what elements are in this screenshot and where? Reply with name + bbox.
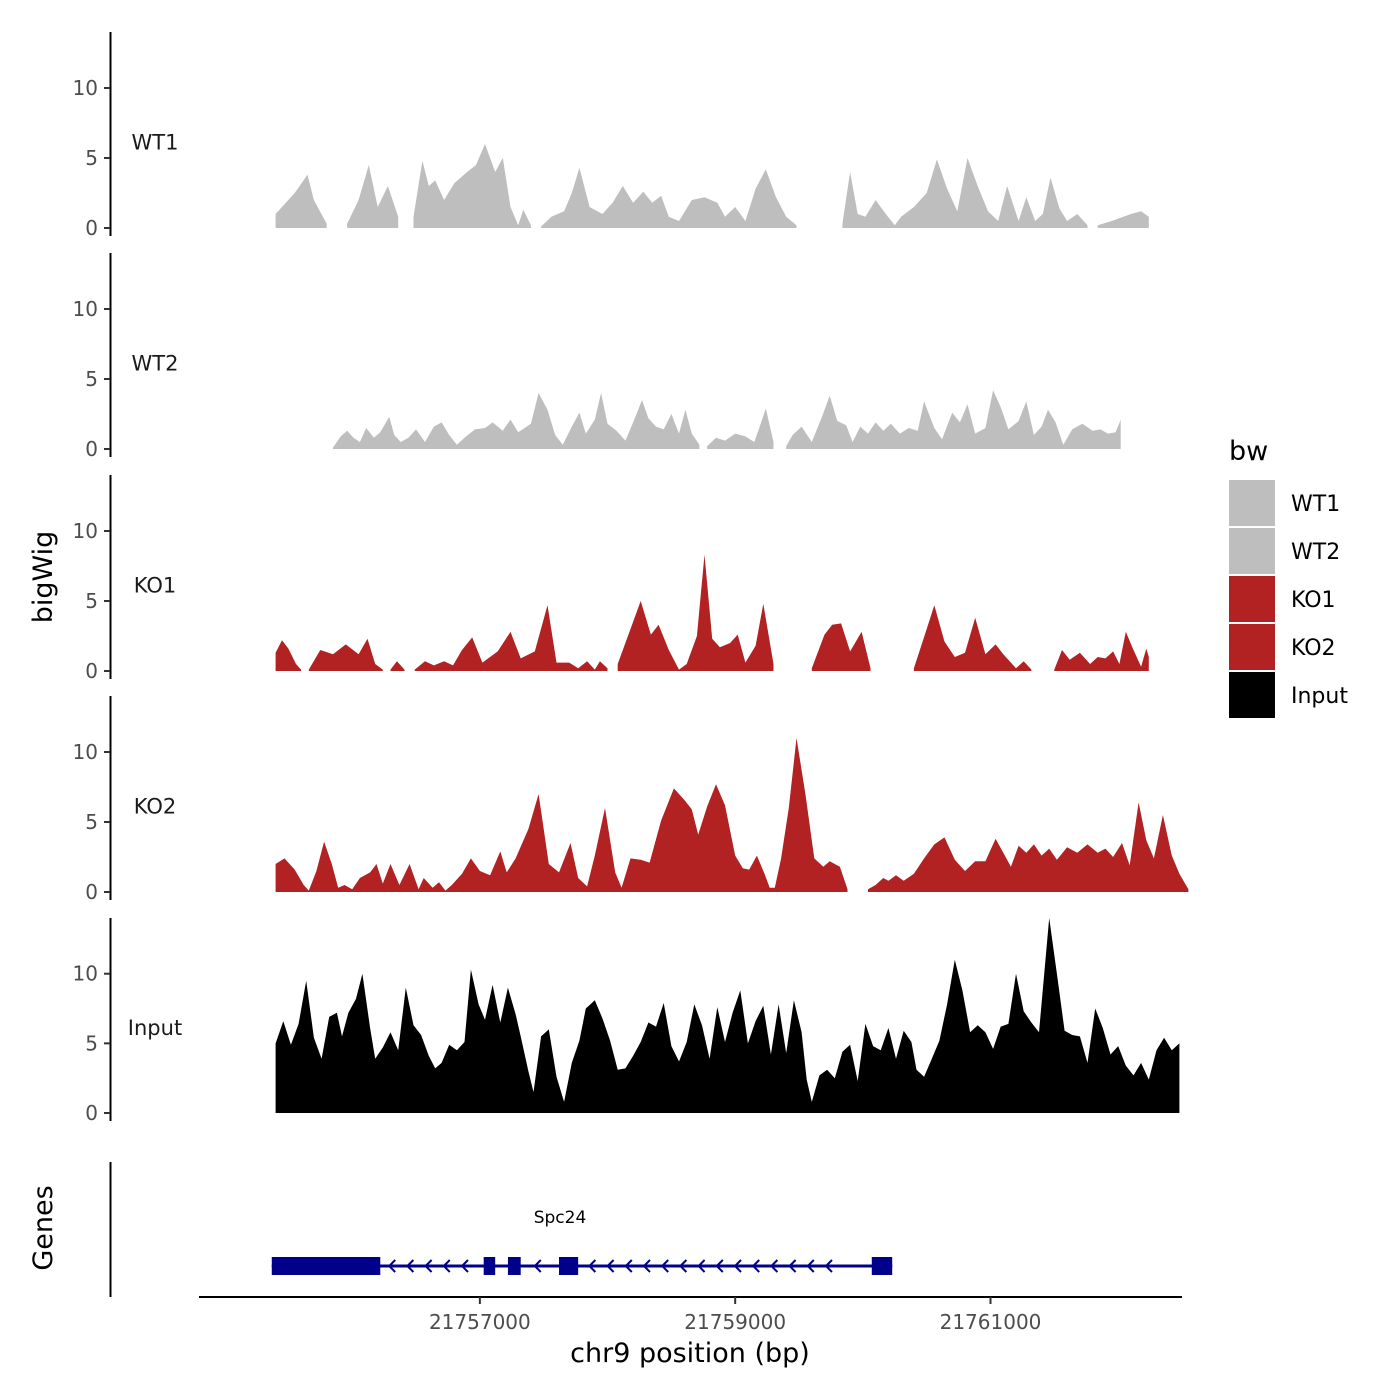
signal-area-ko1 <box>617 554 774 671</box>
gene-exon <box>507 1257 521 1275</box>
signal-area-ko1 <box>913 605 1032 671</box>
track-ko1: 0 5 10 KO1 <box>73 475 1149 683</box>
signal-area-wt2 <box>707 408 774 449</box>
signal-area-ko1 <box>414 605 608 671</box>
signal-area-wt1 <box>842 158 1088 228</box>
gene-strand-arrow <box>587 1259 597 1273</box>
gene-strand-arrow <box>533 1259 542 1273</box>
y-tick-label: 5 <box>85 589 98 613</box>
y-tick-label: 10 <box>73 297 98 321</box>
gene-strand-arrow <box>806 1259 815 1273</box>
signal-area-wt1 <box>1097 211 1149 228</box>
gene-model <box>271 1257 893 1275</box>
x-tick-label: 21757000 <box>429 1310 531 1334</box>
y-tick-label: 5 <box>85 1031 98 1055</box>
legend-label-ko1: KO1 <box>1291 588 1336 613</box>
signal-area-ko1 <box>275 640 302 671</box>
legend-title: bw <box>1229 436 1268 467</box>
gene-name-label: Spc24 <box>534 1208 587 1228</box>
gene-strand-arrow <box>769 1259 779 1273</box>
x-tick-label: 21761000 <box>940 1310 1042 1334</box>
signal-area-wt1 <box>347 165 399 228</box>
y-tick-label: 10 <box>73 962 98 986</box>
signal-area-wt1 <box>413 144 531 228</box>
signal-area-ko1 <box>811 623 871 671</box>
y-tick-label: 0 <box>85 216 98 240</box>
legend-label-input: Input <box>1291 684 1348 709</box>
gene-exon <box>271 1257 381 1275</box>
x-tick-label: 21759000 <box>684 1310 786 1334</box>
legend-label-wt2: WT2 <box>1291 540 1340 565</box>
gene-strand-arrow <box>751 1259 760 1273</box>
y-tick-label: 5 <box>85 146 98 170</box>
y-tick-label: 0 <box>85 437 98 461</box>
gene-panel-title: Genes <box>28 1185 59 1270</box>
y-tick-label: 10 <box>73 740 98 764</box>
gene-strand-arrow <box>824 1259 833 1273</box>
signal-area-ko2 <box>275 738 848 892</box>
y-tick-label: 0 <box>85 880 98 904</box>
signal-area-wt2 <box>786 390 1121 449</box>
legend-key-wt1 <box>1229 480 1275 526</box>
signal-area-wt2 <box>333 393 700 449</box>
legend-key-ko2 <box>1229 624 1275 670</box>
y-tick-label: 5 <box>85 367 98 391</box>
gene-strand-arrow <box>387 1259 396 1273</box>
gene-strand-arrow <box>733 1259 742 1273</box>
y-axis-title: bigWig <box>28 531 59 624</box>
track-label-ko2: KO2 <box>134 795 177 819</box>
y-tick-label: 5 <box>85 810 98 834</box>
track-wt2: 0 5 10 WT2 <box>73 253 1121 461</box>
gene-exon <box>559 1257 579 1275</box>
gene-strand-arrow <box>442 1259 451 1273</box>
gene-strand-arrow <box>405 1259 415 1273</box>
legend-key-wt2 <box>1229 528 1275 574</box>
gene-strand-arrow <box>678 1259 688 1273</box>
track-label-ko1: KO1 <box>134 574 177 598</box>
track-label-wt2: WT2 <box>132 352 179 376</box>
signal-area-input <box>275 918 1180 1113</box>
track-input: 0 5 10 Input <box>73 918 1180 1125</box>
signal-area-wt1 <box>275 174 327 228</box>
gene-strand-arrow <box>788 1259 797 1273</box>
gene-strand-arrow <box>424 1259 433 1273</box>
legend-label-ko2: KO2 <box>1291 636 1336 661</box>
y-tick-label: 10 <box>73 76 98 100</box>
legend-key-input <box>1229 672 1275 718</box>
legend-label-wt1: WT1 <box>1291 492 1340 517</box>
signal-area-ko1 <box>1054 631 1149 671</box>
gene-strand-arrow <box>697 1259 706 1273</box>
y-tick-label: 10 <box>73 519 98 543</box>
track-panels: 0 5 10 WT1 0 5 10 WT2 0 5 10 KO1 0 5 10 KO2 0 5 10 Input <box>73 32 1189 1125</box>
track-wt1: 0 5 10 WT1 <box>73 32 1149 240</box>
track-label-input: Input <box>128 1016 182 1040</box>
gene-strand-arrow <box>606 1259 615 1273</box>
y-tick-label: 0 <box>85 1101 98 1125</box>
legend-key-ko1 <box>1229 576 1275 622</box>
track-ko2: 0 5 10 KO2 <box>73 696 1189 904</box>
gene-exon <box>871 1257 893 1275</box>
gene-strand-arrow <box>715 1259 724 1273</box>
signal-area-ko1 <box>308 638 383 671</box>
signal-area-ko1 <box>390 661 405 671</box>
legend: WT1 WT2 KO1 KO2 Input <box>1229 480 1348 718</box>
gene-strand-arrow <box>642 1259 651 1273</box>
x-axis-ticks: 21757000 21759000 21761000 <box>429 1297 1041 1334</box>
signal-area-ko2 <box>868 802 1189 892</box>
gene-strand-arrow <box>624 1259 633 1273</box>
x-axis-title: chr9 position (bp) <box>570 1338 810 1369</box>
gene-exon <box>483 1257 496 1275</box>
y-tick-label: 0 <box>85 659 98 683</box>
track-label-wt1: WT1 <box>132 131 179 155</box>
gene-strand-arrow <box>660 1259 669 1273</box>
gene-strand-arrow <box>460 1259 469 1273</box>
signal-area-wt1 <box>541 167 797 228</box>
